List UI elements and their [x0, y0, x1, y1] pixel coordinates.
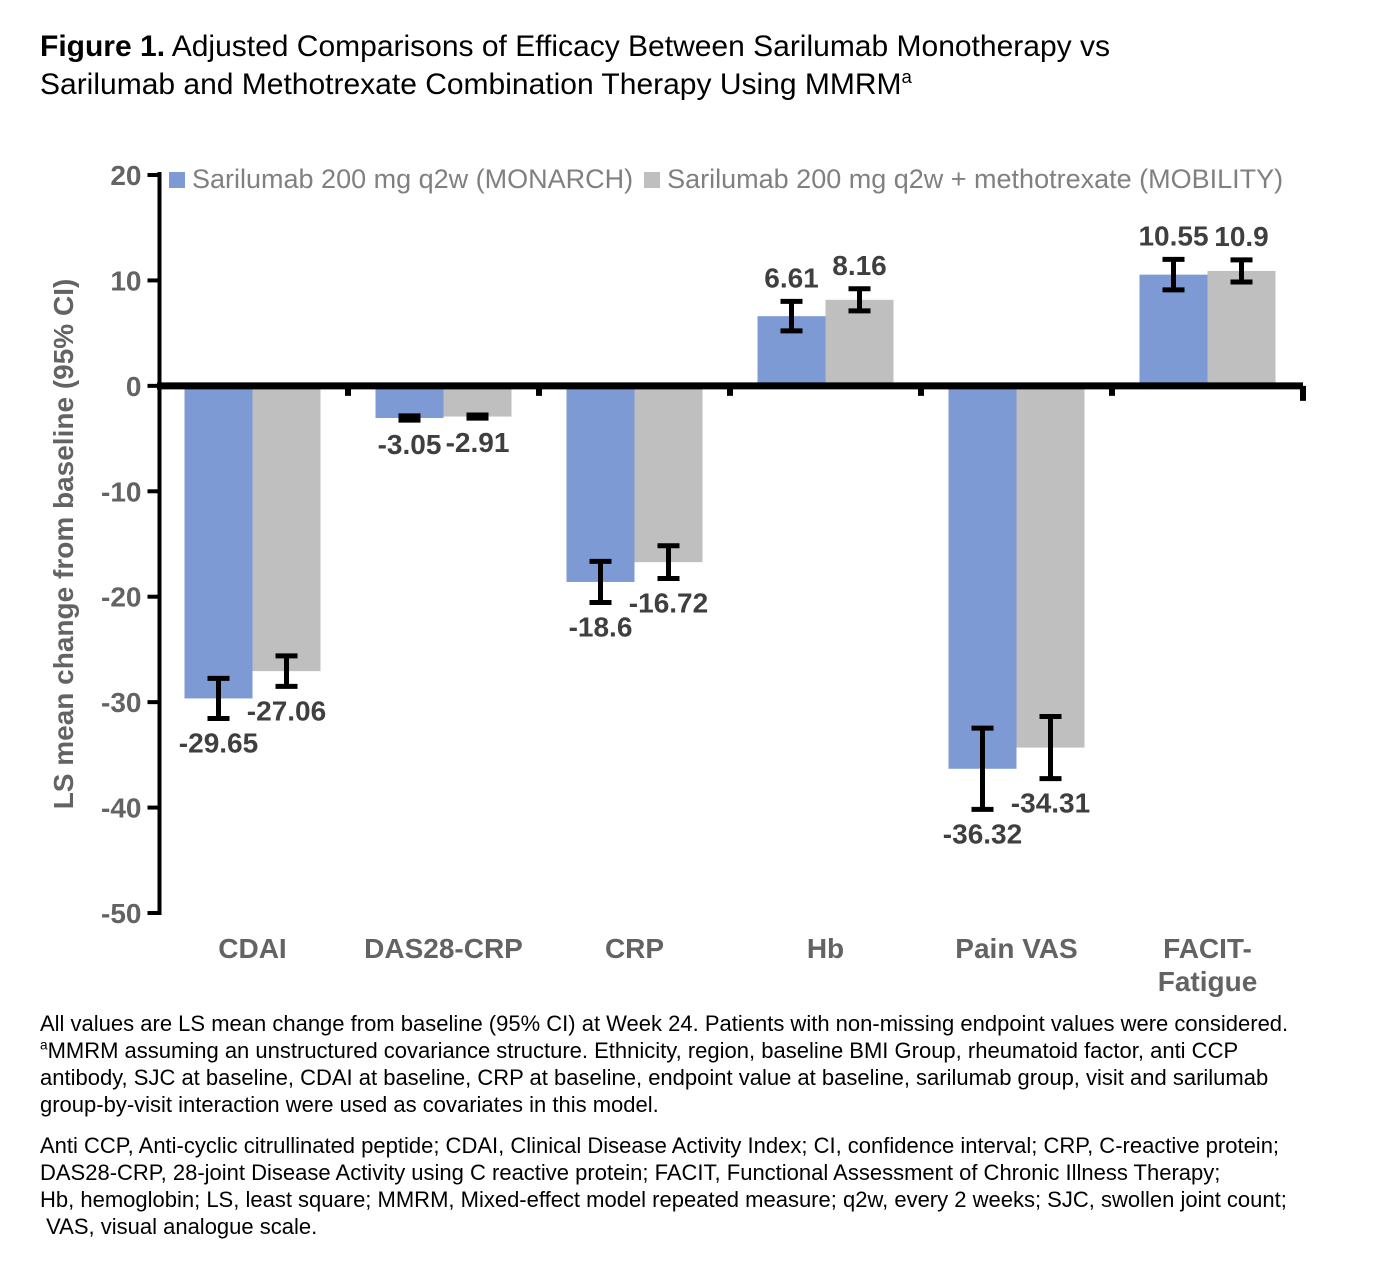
data-label-series1-3: 8.16 — [832, 250, 887, 281]
legend-item-mobility: Sarilumab 200 mg q2w + methotrexate (MOB… — [644, 164, 1283, 195]
data-label-series1-5: 10.9 — [1214, 221, 1269, 252]
data-label-series1-1: -2.91 — [446, 427, 510, 458]
bar-series1-5 — [1207, 270, 1276, 386]
footnote-abbreviations: Anti CCP, Anti-cyclic citrullinated pept… — [40, 1133, 1287, 1239]
error-bar-series0-5 — [1162, 256, 1185, 293]
figure-title-text: Adjusted Comparisons of Efficacy Between… — [40, 30, 1110, 101]
bar-series0-0 — [184, 385, 253, 699]
bar-series1-0 — [252, 385, 321, 672]
footnotes: All values are LS mean change from basel… — [40, 1010, 1362, 1240]
y-tick-label: -10 — [101, 476, 141, 507]
category-label: FACIT-Fatigue — [1158, 933, 1258, 997]
category-label: CRP — [605, 933, 664, 964]
y-tick-label: -30 — [101, 687, 141, 718]
data-label-series0-2: -18.6 — [569, 612, 633, 643]
bar-series1-1 — [443, 385, 512, 417]
bar-series1-4 — [1016, 385, 1085, 748]
legend-swatch-monarch-icon — [169, 171, 185, 188]
chart-legend: Sarilumab 200 mg q2w (MONARCH) Sarilumab… — [169, 164, 1283, 195]
category-label: DAS28-CRP — [364, 933, 523, 964]
error-bar-series1-5 — [1230, 257, 1253, 285]
figure-label: Figure 1. — [40, 30, 166, 63]
error-bar-series1-4 — [1039, 713, 1062, 782]
footnote-general-part1: All values are LS mean change from basel… — [40, 1011, 1289, 1036]
y-tick-label: 20 — [110, 160, 141, 191]
error-bar-series0-2 — [589, 558, 612, 606]
data-label-series0-3: 6.61 — [764, 262, 819, 293]
error-bar-series1-1 — [466, 412, 489, 421]
y-tick-label: 0 — [126, 371, 142, 402]
data-label-series1-0: -27.06 — [247, 695, 326, 726]
y-axis-title: LS mean change from baseline (95% CI) — [48, 279, 79, 810]
data-label-series0-1: -3.05 — [378, 429, 442, 460]
bar-series0-2 — [566, 385, 635, 582]
figure-title: Figure 1. Adjusted Comparisons of Effica… — [40, 28, 1290, 104]
category-label: Pain VAS — [955, 933, 1077, 964]
data-label-series0-4: -36.32 — [943, 818, 1022, 849]
data-label-series0-5: 10.55 — [1138, 220, 1208, 251]
legend-label-monarch: Sarilumab 200 mg q2w (MONARCH) — [192, 164, 634, 194]
data-label-series1-2: -16.72 — [629, 587, 708, 618]
footnote-general-part2: MMRM assuming an unstructured covariance… — [40, 1038, 1269, 1117]
legend-item-monarch: Sarilumab 200 mg q2w (MONARCH) — [169, 164, 633, 195]
category-label: Hb — [807, 933, 844, 964]
bar-series1-3 — [825, 299, 894, 386]
error-bar-series0-1 — [398, 413, 421, 423]
y-tick-label: 10 — [110, 265, 141, 296]
y-tick-label: -20 — [101, 582, 141, 613]
legend-swatch-mobility-icon — [644, 171, 661, 188]
bar-series0-5 — [1139, 274, 1208, 386]
figure-title-superscript: a — [901, 66, 912, 87]
category-label: CDAI — [218, 933, 286, 964]
bar-series1-2 — [634, 385, 703, 563]
y-tick-label: -40 — [101, 793, 141, 824]
efficacy-bar-chart: 20 10 0 -10 -20 -30 -40 -50 LS mean change from … — [48, 160, 1306, 997]
error-bar-series0-0 — [207, 675, 230, 721]
error-bar-series0-3 — [780, 298, 803, 334]
bar-series0-4 — [948, 385, 1017, 769]
error-bar-series1-0 — [275, 653, 298, 689]
legend-label-mobility: Sarilumab 200 mg q2w + methotrexate (MOB… — [667, 164, 1284, 194]
error-bar-series0-4 — [971, 725, 994, 812]
error-bar-series1-3 — [848, 286, 871, 314]
data-label-series0-0: -29.65 — [179, 727, 258, 758]
data-label-series1-4: -34.31 — [1011, 788, 1090, 819]
y-tick-label: -50 — [101, 898, 141, 929]
error-bar-series1-2 — [657, 543, 680, 581]
bar-series0-1 — [375, 385, 444, 419]
footnote-general: All values are LS mean change from basel… — [40, 1010, 1362, 1118]
footnote-superscript: a — [40, 1037, 48, 1053]
